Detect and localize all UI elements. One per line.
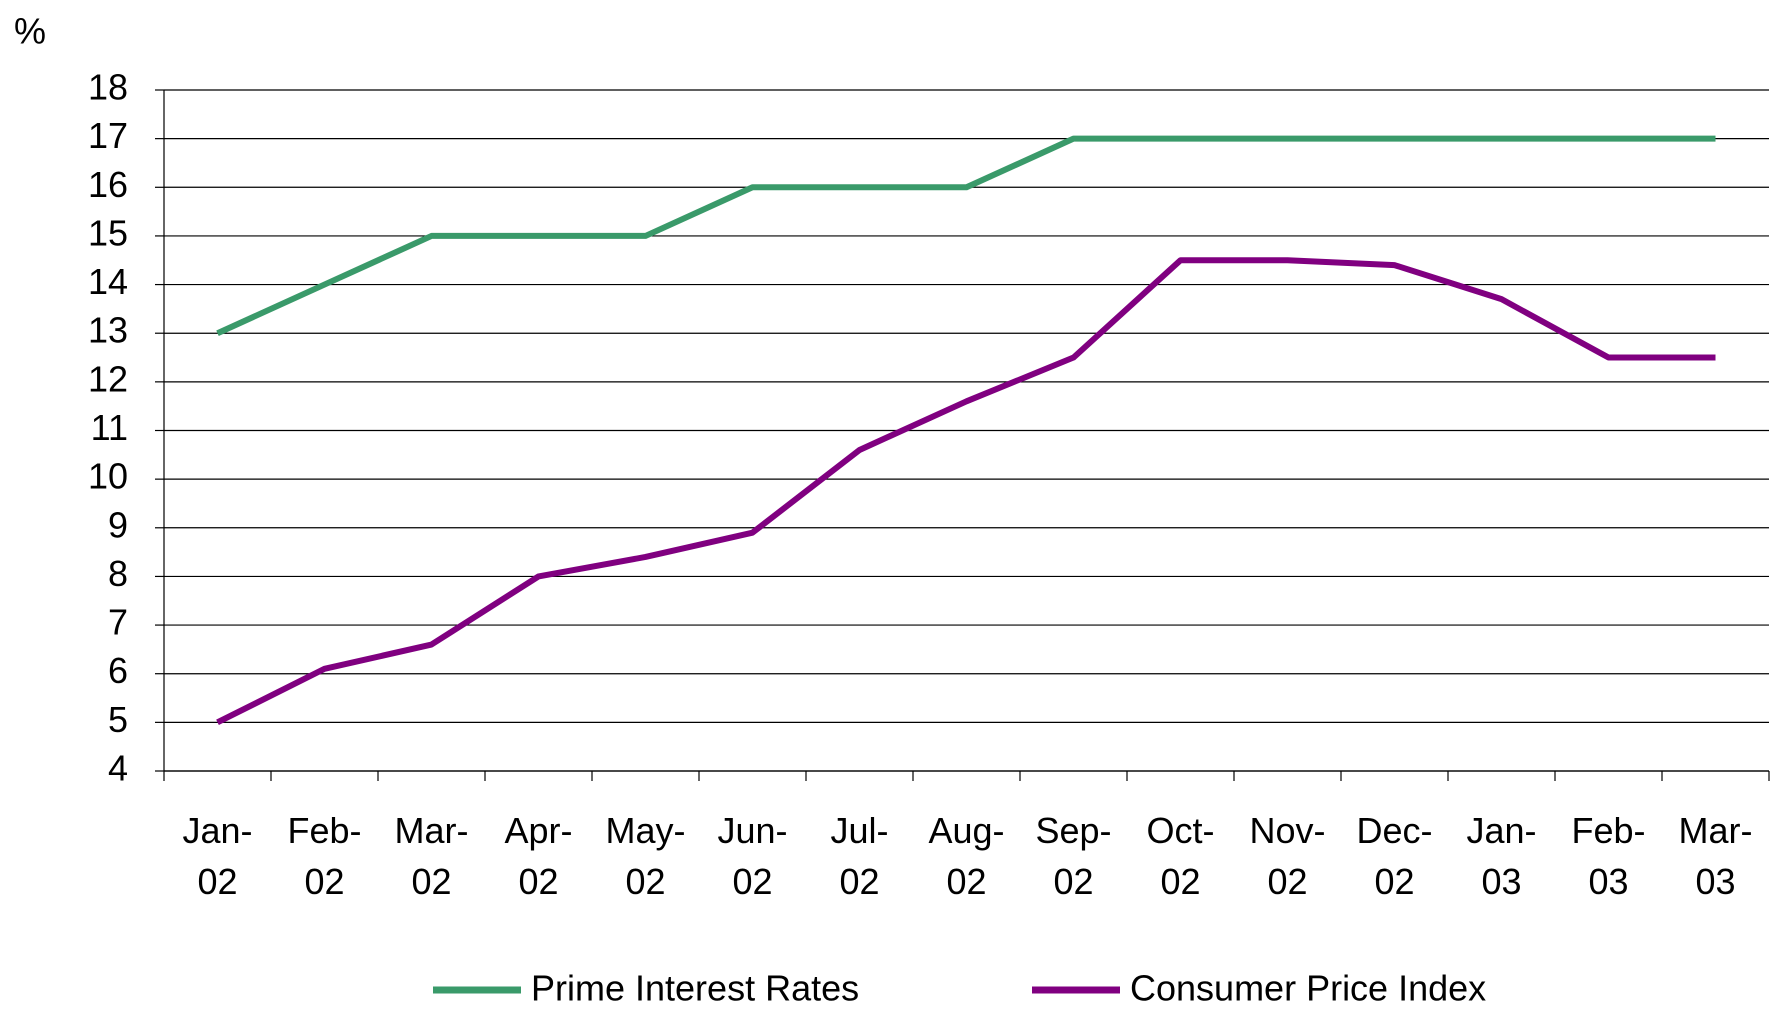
y-tick-label: 10 [88,456,128,497]
x-tick-label: Mar-02 [395,810,469,902]
y-axis-label: % [14,11,46,52]
x-tick-label: Sep-02 [1035,810,1111,902]
x-tick-label: Dec-02 [1356,810,1432,902]
legend-label: Prime Interest Rates [531,968,859,1009]
x-tick-label: May-02 [606,810,686,902]
y-tick-label: 7 [108,602,128,643]
y-tick-label: 16 [88,164,128,205]
y-tick-label: 9 [108,504,128,545]
x-tick-label: Oct-02 [1147,810,1215,902]
x-tick-label: Jun-02 [717,810,787,902]
x-tick-label: Jan-02 [182,810,252,902]
x-tick-label: Feb-03 [1571,810,1645,902]
x-tick-label: Aug-02 [928,810,1004,902]
y-tick-label: 13 [88,310,128,351]
x-tick-label: Jan-03 [1466,810,1536,902]
series-line [216,257,1716,726]
y-tick-label: 11 [91,407,128,448]
y-tick-label: 15 [88,212,128,253]
y-tick-label: 14 [88,261,128,302]
x-tick-label: Apr-02 [504,810,572,902]
y-tick-label: 8 [108,553,128,594]
x-tick-label: Feb-02 [287,810,361,902]
x-tick-label: Mar-03 [1679,810,1753,902]
x-tick-label: Nov-02 [1249,810,1325,902]
y-tick-label: 4 [108,748,128,789]
y-tick-label: 12 [88,358,128,399]
y-tick-label: 6 [108,650,128,691]
series-line [216,135,1716,336]
y-tick-label: 18 [88,67,128,108]
legend-label: Consumer Price Index [1130,968,1486,1009]
x-tick-label: Jul-02 [830,810,888,902]
y-tick-label: 5 [108,699,128,740]
y-tick-label: 17 [88,115,128,156]
